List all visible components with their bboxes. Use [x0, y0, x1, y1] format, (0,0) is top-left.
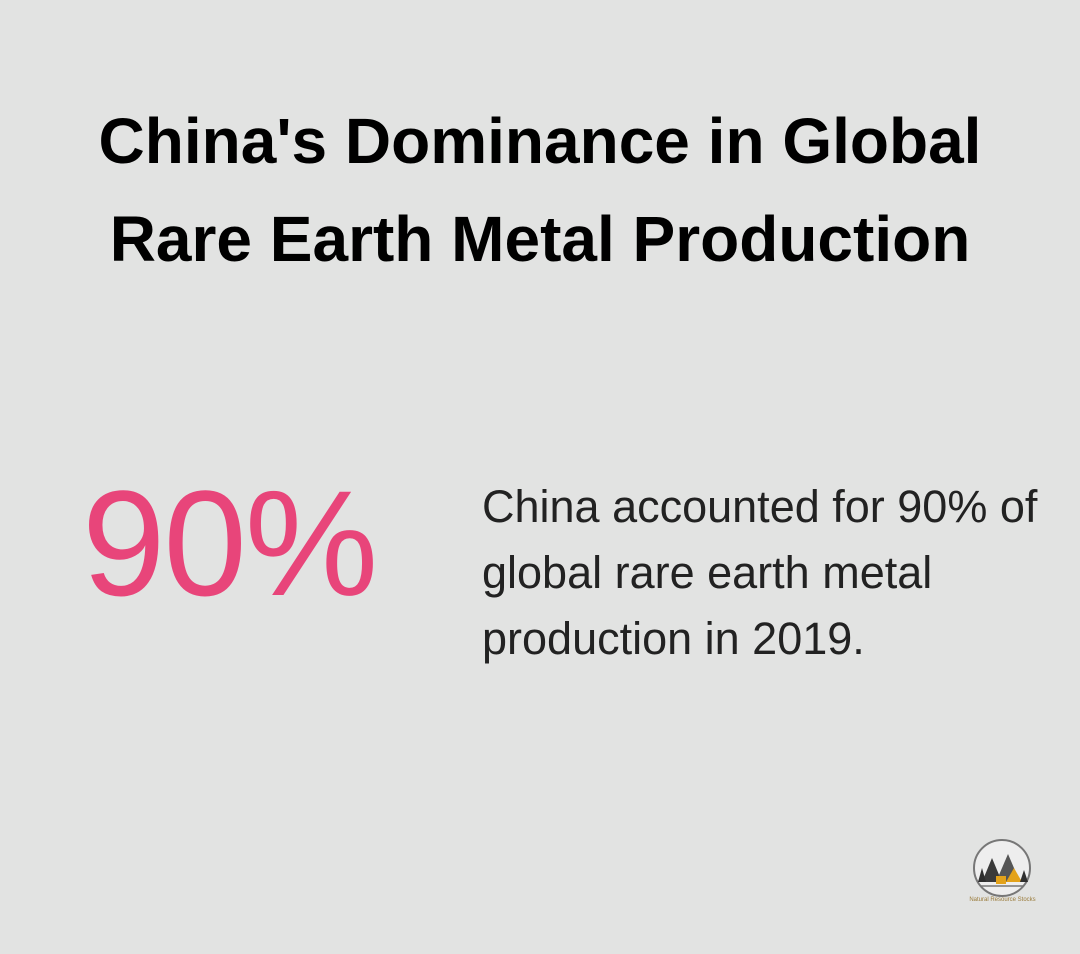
stat-value: 90% [82, 459, 378, 627]
title: China's Dominance in Global Rare Earth M… [98, 105, 982, 275]
stat-description: China accounted for 90% of global rare e… [482, 481, 1038, 664]
logo-label: Natural Resource Stocks [969, 897, 1036, 903]
logo-icon [973, 839, 1031, 897]
